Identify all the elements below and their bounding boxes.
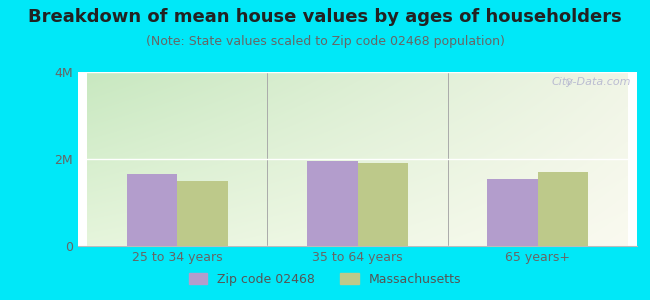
Bar xyxy=(177,181,228,246)
Text: Breakdown of mean house values by ages of householders: Breakdown of mean house values by ages o… xyxy=(28,8,622,26)
Bar xyxy=(307,161,358,246)
Text: (Note: State values scaled to Zip code 02468 population): (Note: State values scaled to Zip code 0… xyxy=(146,34,504,47)
Bar xyxy=(358,163,408,246)
Bar xyxy=(127,174,177,246)
Text: ⊙: ⊙ xyxy=(565,77,573,87)
Legend: Zip code 02468, Massachusetts: Zip code 02468, Massachusetts xyxy=(183,268,467,291)
Bar xyxy=(538,172,588,246)
Text: City-Data.com: City-Data.com xyxy=(552,77,631,87)
Bar xyxy=(488,178,538,246)
